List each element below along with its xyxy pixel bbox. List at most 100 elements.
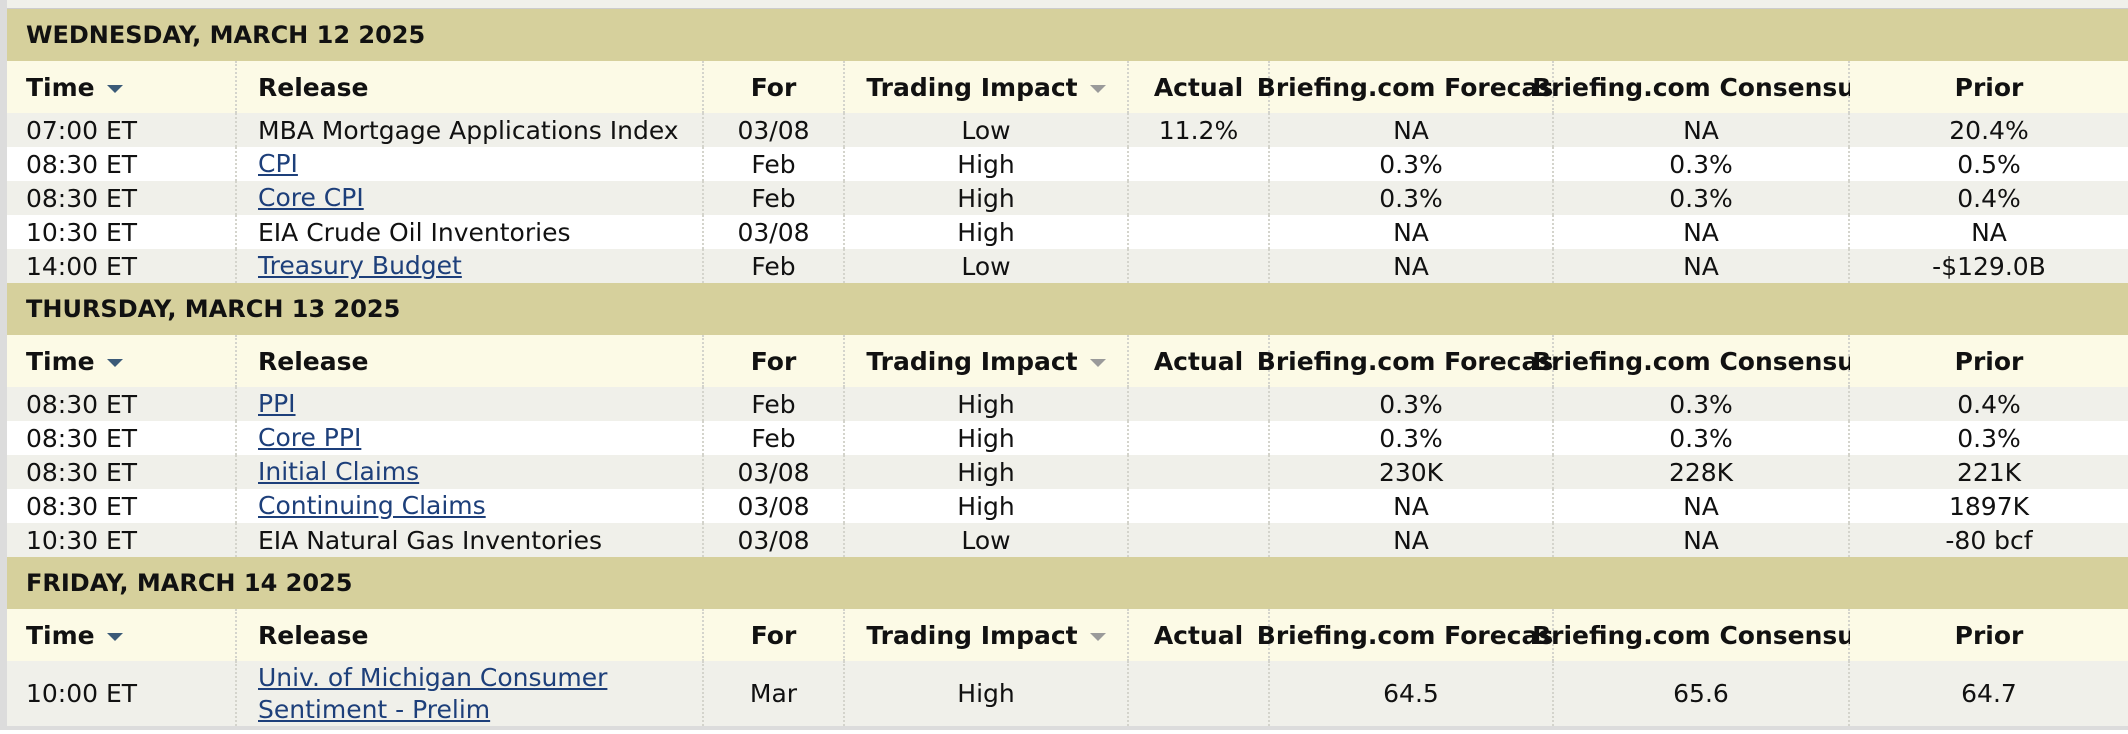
release-link[interactable]: Core PPI bbox=[258, 423, 362, 452]
cell-impact: High bbox=[845, 661, 1129, 726]
cell-time: 08:30 ET bbox=[7, 489, 237, 523]
cell-text: EIA Crude Oil Inventories bbox=[258, 217, 571, 247]
release-link[interactable]: Initial Claims bbox=[258, 457, 420, 486]
cell-text: 0.3% bbox=[1379, 149, 1443, 179]
cell-time: 10:30 ET bbox=[7, 215, 237, 249]
cell-release: PPI bbox=[237, 387, 704, 421]
cell-time: 10:00 ET bbox=[7, 661, 237, 726]
cell-text: 64.5 bbox=[1383, 679, 1439, 708]
cell-text: 221K bbox=[1956, 457, 2022, 487]
cell-impact: High bbox=[845, 181, 1129, 215]
cell-consensus: 0.3% bbox=[1554, 181, 1850, 215]
cell-prior: 1897K bbox=[1850, 489, 2128, 523]
cell-text: 08:30 ET bbox=[26, 149, 138, 179]
release-link[interactable]: Univ. of Michigan Consumer Sentiment - P… bbox=[258, 662, 608, 724]
sort-arrow[interactable] bbox=[106, 359, 123, 367]
cell-prior: 0.4% bbox=[1850, 387, 2128, 421]
cell-text: Mar bbox=[749, 679, 798, 708]
column-header[interactable]: Time bbox=[7, 61, 237, 113]
cell-prior: 0.5% bbox=[1850, 147, 2128, 181]
cell-actual bbox=[1129, 181, 1270, 215]
cell-text: 0.5% bbox=[1957, 149, 2021, 179]
column-header: Briefing.com Consensus bbox=[1532, 609, 1870, 661]
column-header[interactable]: Time bbox=[7, 609, 237, 661]
column-header[interactable]: Trading Impact bbox=[845, 609, 1129, 661]
column-header-text: Briefing.com Forecast bbox=[1256, 620, 1566, 650]
cell-consensus: NA bbox=[1554, 113, 1850, 147]
column-header: For bbox=[704, 609, 845, 661]
cell-text: High bbox=[957, 389, 1015, 419]
column-header[interactable]: Time bbox=[7, 335, 237, 387]
cell-time: 07:00 ET bbox=[7, 113, 237, 147]
column-header: Prior bbox=[1850, 61, 2128, 113]
cell-for: 03/08 bbox=[704, 523, 845, 557]
cell-text: High bbox=[957, 457, 1015, 487]
data-row: 08:30 ET Core PPI Feb High 0.3% 0.3% 0.3% bbox=[7, 421, 2128, 455]
cell-text: 20.4% bbox=[1949, 115, 2029, 145]
cell-text: NA bbox=[1683, 525, 1719, 555]
cell-text: Feb bbox=[751, 183, 796, 213]
cell-text: 0.3% bbox=[1669, 149, 1733, 179]
sort-arrow[interactable] bbox=[1089, 85, 1106, 93]
column-header-text: For bbox=[750, 620, 797, 650]
cell-text: 0.3% bbox=[1379, 183, 1443, 213]
column-header: Release bbox=[237, 335, 704, 387]
column-header: Release bbox=[237, 61, 704, 113]
release-link[interactable]: Treasury Budget bbox=[258, 251, 462, 280]
cell-text: EIA Natural Gas Inventories bbox=[258, 525, 603, 555]
cell-text: 0.3% bbox=[1379, 389, 1443, 419]
release-link[interactable]: Continuing Claims bbox=[258, 491, 486, 520]
cell-release: Initial Claims bbox=[237, 455, 704, 489]
cell-for: 03/08 bbox=[704, 455, 845, 489]
column-header-text: Briefing.com Forecast bbox=[1256, 346, 1566, 376]
sort-arrow[interactable] bbox=[1089, 633, 1106, 641]
cell-text: 03/08 bbox=[737, 115, 810, 145]
column-header-row: Time Release For Trading Impact Actual Briefi… bbox=[7, 609, 2128, 661]
cell-text: 230K bbox=[1378, 457, 1444, 487]
cell-for: Feb bbox=[704, 249, 845, 283]
column-header[interactable]: Trading Impact bbox=[845, 61, 1129, 113]
cell-actual bbox=[1129, 147, 1270, 181]
column-header: Briefing.com Forecast bbox=[1257, 61, 1565, 113]
cell-text: 03/08 bbox=[737, 491, 810, 521]
cell-prior: 20.4% bbox=[1850, 113, 2128, 147]
cell-release: Core CPI bbox=[237, 181, 704, 215]
cell-actual bbox=[1129, 455, 1270, 489]
cell-text: -$129.0B bbox=[1932, 251, 2046, 281]
column-header-text: Time bbox=[26, 620, 95, 650]
sort-arrow[interactable] bbox=[106, 633, 123, 641]
release-link[interactable]: Core CPI bbox=[258, 183, 364, 212]
column-header: Briefing.com Consensus bbox=[1532, 335, 1870, 387]
release-link[interactable]: CPI bbox=[258, 149, 298, 178]
cell-text: High bbox=[957, 423, 1015, 453]
column-header-text: For bbox=[750, 346, 797, 376]
sort-arrow[interactable] bbox=[1089, 359, 1106, 367]
cell-text: 14:00 ET bbox=[26, 251, 138, 281]
column-header-text: Actual bbox=[1153, 346, 1244, 376]
cell-text: NA bbox=[1683, 115, 1719, 145]
cell-for: Feb bbox=[704, 421, 845, 455]
cell-prior: NA bbox=[1850, 215, 2128, 249]
column-header-text: Trading Impact bbox=[866, 346, 1078, 376]
sort-arrow[interactable] bbox=[106, 85, 123, 93]
column-header[interactable]: Trading Impact bbox=[845, 335, 1129, 387]
cell-release: Continuing Claims bbox=[237, 489, 704, 523]
cell-release: EIA Natural Gas Inventories bbox=[237, 523, 704, 557]
data-row: 14:00 ET Treasury Budget Feb Low NA NA -$129.0… bbox=[7, 249, 2128, 283]
column-header-text: Prior bbox=[1954, 72, 2024, 102]
data-row: 08:30 ET CPI Feb High 0.3% 0.3% 0.5% bbox=[7, 147, 2128, 181]
cell-text: 08:30 ET bbox=[26, 183, 138, 213]
cell-forecast: NA bbox=[1270, 215, 1554, 249]
cell-time: 08:30 ET bbox=[7, 421, 237, 455]
day-header: THURSDAY, MARCH 13 2025 bbox=[7, 283, 2128, 335]
column-header: Prior bbox=[1850, 609, 2128, 661]
cell-impact: Low bbox=[845, 523, 1129, 557]
cell-for: Feb bbox=[704, 147, 845, 181]
cell-time: 10:30 ET bbox=[7, 523, 237, 557]
column-header: For bbox=[704, 61, 845, 113]
release-link[interactable]: PPI bbox=[258, 389, 296, 418]
cell-text: High bbox=[957, 217, 1015, 247]
cell-actual bbox=[1129, 387, 1270, 421]
cell-text: 0.3% bbox=[1957, 423, 2021, 453]
cell-impact: High bbox=[845, 455, 1129, 489]
